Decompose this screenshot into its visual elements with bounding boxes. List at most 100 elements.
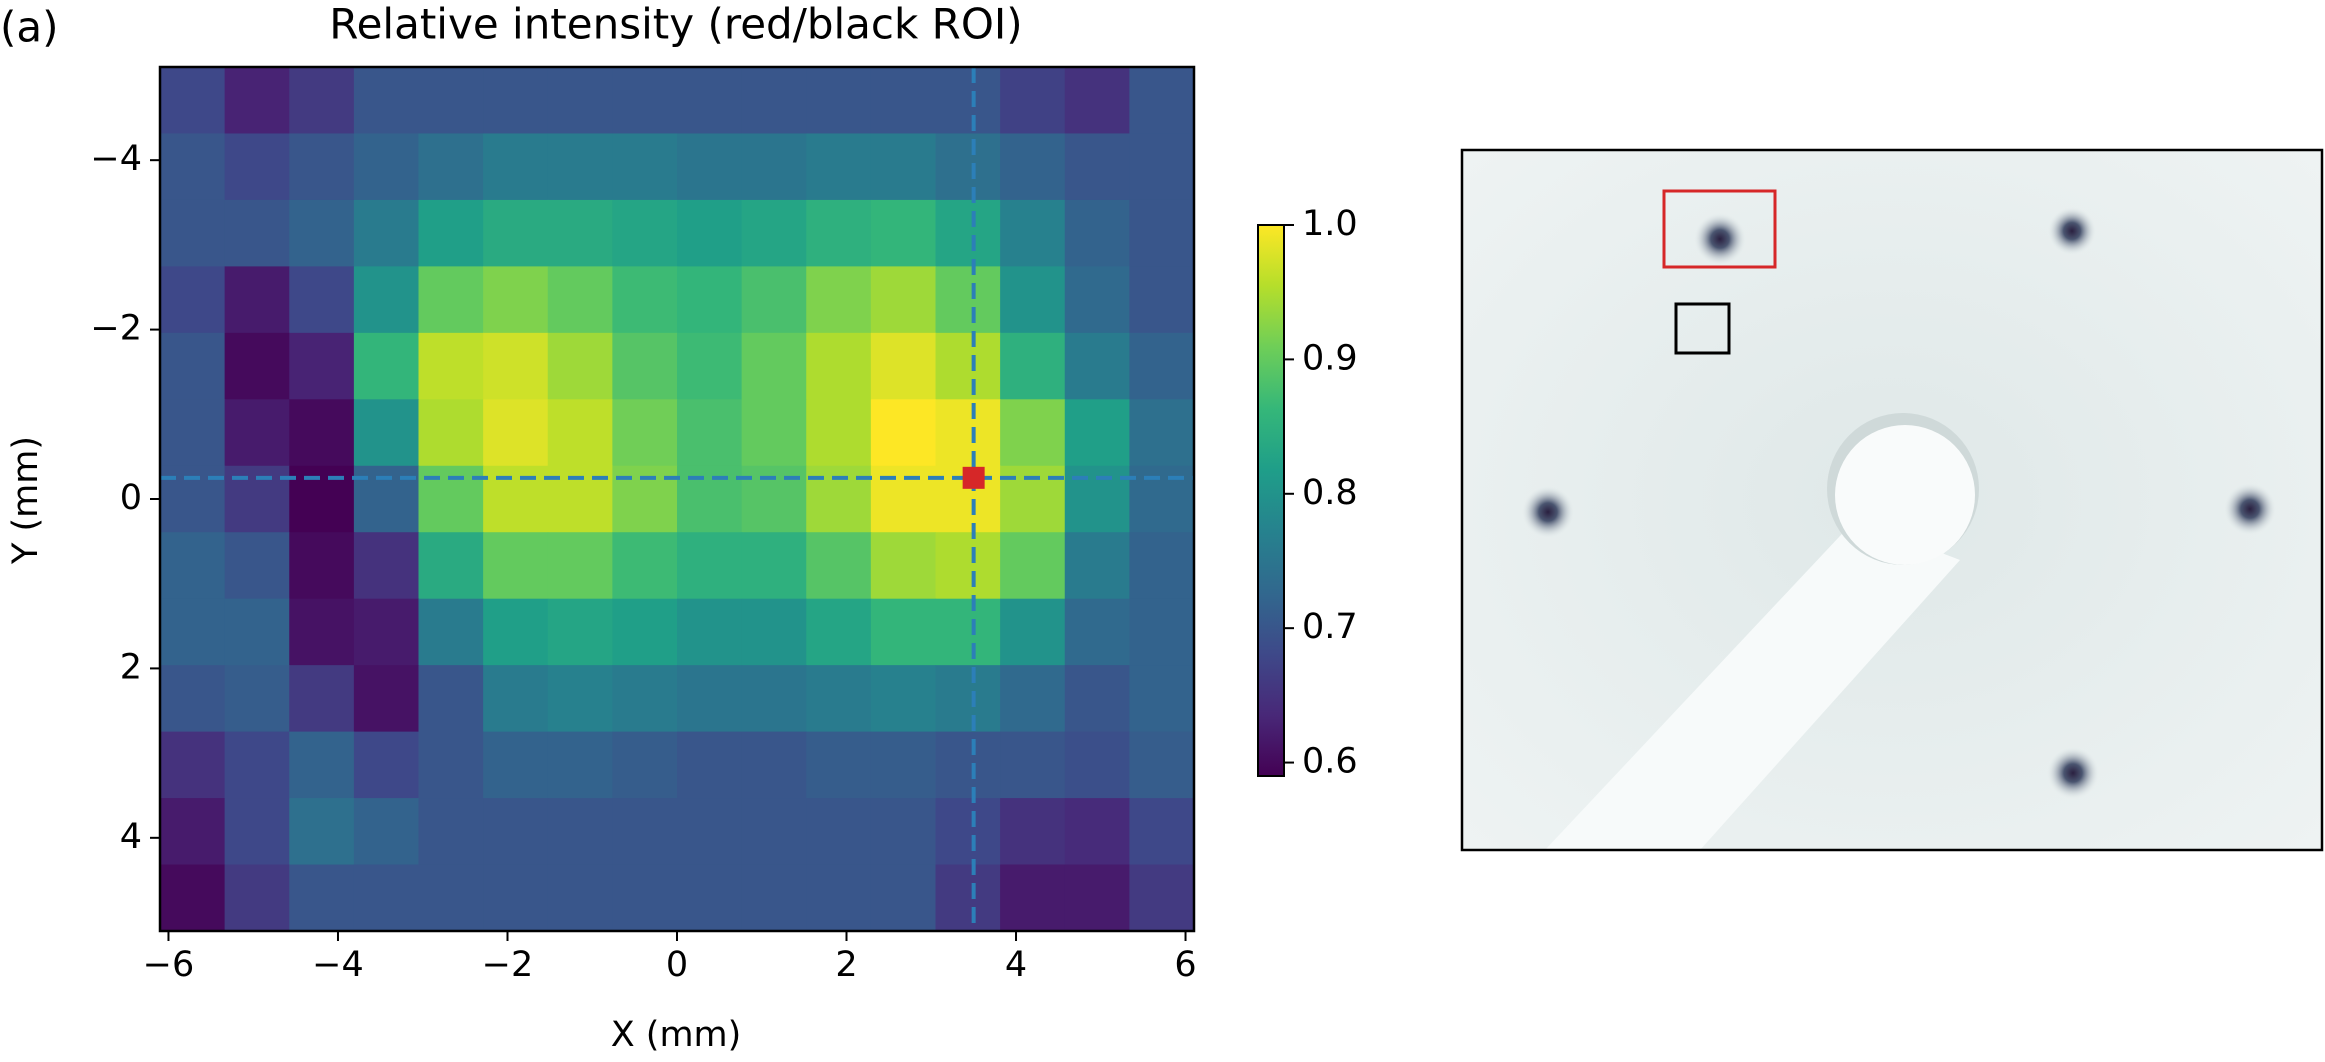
- heat-cell: [353, 67, 420, 135]
- heat-cell: [289, 864, 355, 932]
- y-tick-label: 2: [120, 647, 142, 687]
- heat-cell: [806, 665, 872, 733]
- heat-cell: [224, 864, 290, 932]
- heat-cell: [741, 133, 807, 201]
- heat-cell: [1000, 665, 1066, 733]
- heat-cell: [160, 332, 226, 400]
- heat-cell: [1000, 598, 1066, 666]
- heat-cell: [418, 332, 484, 400]
- roi-marker: [962, 466, 985, 489]
- heat-cell: [935, 731, 1001, 799]
- heat-cell: [353, 798, 420, 866]
- colorbar-tick-label: 1.0: [1302, 204, 1358, 244]
- heat-cell: [1000, 399, 1066, 467]
- heat-cell: [677, 532, 743, 600]
- heat-cell: [870, 731, 937, 799]
- heat-cell: [547, 665, 613, 733]
- y-axis-label: Y (mm): [6, 436, 46, 565]
- heat-cell: [677, 199, 743, 267]
- heat-cell: [483, 465, 549, 533]
- x-tick-label: −4: [312, 945, 364, 985]
- heat-cell: [289, 332, 355, 400]
- heat-cell: [160, 266, 226, 334]
- heat-cell: [353, 266, 420, 334]
- heat-cell: [418, 665, 484, 733]
- heat-cell: [677, 399, 743, 467]
- heat-cell: [741, 399, 807, 467]
- heat-cell: [1129, 731, 1195, 799]
- heat-cell: [547, 598, 613, 666]
- heat-cell: [1000, 532, 1066, 600]
- heat-cell: [160, 532, 226, 600]
- heat-cell: [353, 332, 420, 400]
- heat-cell: [547, 731, 613, 799]
- heat-cell: [935, 399, 1001, 467]
- heat-cell: [741, 731, 807, 799]
- heat-cell: [806, 532, 872, 600]
- heat-cell: [935, 864, 1001, 932]
- heat-cell: [547, 399, 613, 467]
- heat-cell: [1000, 864, 1066, 932]
- heat-cell: [483, 67, 549, 135]
- heat-cell: [224, 199, 290, 267]
- heat-cell: [677, 665, 743, 733]
- heat-cell: [1129, 864, 1195, 932]
- heat-cell: [224, 67, 290, 135]
- heat-cell: [483, 731, 549, 799]
- heat-cell: [870, 332, 937, 400]
- heat-cell: [806, 266, 872, 334]
- heat-cell: [1064, 67, 1130, 135]
- heat-cell: [160, 798, 226, 866]
- heat-cell: [483, 598, 549, 666]
- heat-cell: [418, 266, 484, 334]
- spot: [2224, 483, 2276, 535]
- heat-cell: [224, 731, 290, 799]
- heat-cell: [224, 332, 290, 400]
- heat-cell: [224, 798, 290, 866]
- heat-cell: [483, 532, 549, 600]
- diffraction-image: [1460, 148, 2324, 852]
- heat-cell: [741, 332, 807, 400]
- heat-cell: [806, 798, 872, 866]
- x-tick-label: −6: [143, 945, 195, 985]
- heat-cell: [483, 133, 549, 201]
- heat-cell: [289, 67, 355, 135]
- heat-cell: [935, 266, 1001, 334]
- heat-cell: [935, 532, 1001, 600]
- heat-cell: [870, 399, 937, 467]
- heat-cell: [418, 133, 484, 201]
- heat-cell: [612, 598, 678, 666]
- colorbar: [1257, 224, 1285, 777]
- heat-cell: [160, 67, 226, 135]
- heat-cell: [806, 199, 872, 267]
- heat-cell: [1000, 731, 1066, 799]
- heat-cell: [1064, 598, 1130, 666]
- heat-cell: [741, 665, 807, 733]
- heat-cell: [1000, 798, 1066, 866]
- heat-cell: [418, 532, 484, 600]
- heat-cell: [160, 665, 226, 733]
- heat-cell: [612, 133, 678, 201]
- screen-center-inner: [1835, 425, 1975, 565]
- heat-cell: [677, 332, 743, 400]
- heat-cell: [418, 598, 484, 666]
- heat-cell: [418, 199, 484, 267]
- heat-cell: [612, 798, 678, 866]
- heat-cell: [289, 532, 355, 600]
- heat-cell: [547, 67, 613, 135]
- spot: [1694, 213, 1746, 265]
- heat-cell: [741, 598, 807, 666]
- heat-cell: [741, 67, 807, 135]
- heat-cell: [870, 798, 937, 866]
- heat-cell: [418, 798, 484, 866]
- black-roi: [1674, 302, 1731, 355]
- heat-cell: [224, 133, 290, 201]
- heat-cell: [547, 133, 613, 201]
- spot: [2048, 207, 2096, 255]
- colorbar-tick-label: 0.9: [1302, 338, 1358, 378]
- heat-cell: [547, 798, 613, 866]
- heat-cell: [483, 399, 549, 467]
- heat-cell: [289, 598, 355, 666]
- heat-cell: [806, 133, 872, 201]
